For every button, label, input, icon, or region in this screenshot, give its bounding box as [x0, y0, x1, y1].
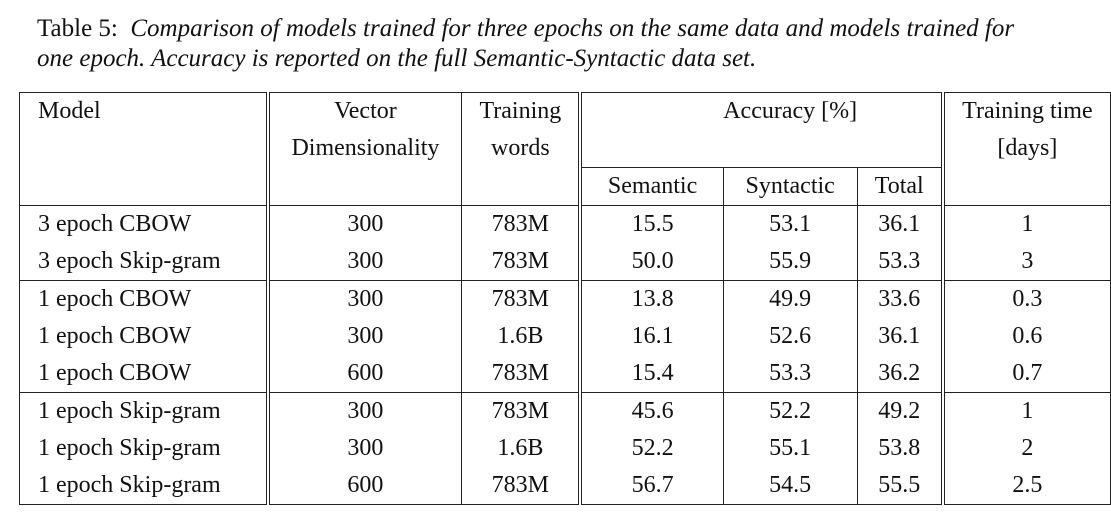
- table-row: 1 epoch Skip-gram 300 1.6B 52.2 55.1 53.…: [18, 430, 1111, 467]
- table-row: 1 epoch Skip-gram 300 783M 45.6 52.2 49.…: [18, 392, 1111, 430]
- cell-time: 1: [942, 392, 1111, 430]
- table-caption: Table 5: Comparison of models trained fo…: [37, 14, 1087, 74]
- cell-syntactic: 53.1: [723, 205, 858, 243]
- header-time-1: Training time: [942, 92, 1111, 130]
- cell-semantic: 52.2: [580, 430, 724, 467]
- cell-syntactic: 52.6: [723, 318, 858, 355]
- cell-semantic: 16.1: [580, 318, 724, 355]
- cell-semantic: 15.5: [580, 205, 724, 243]
- cell-semantic: 45.6: [580, 392, 724, 430]
- header-model: Model: [18, 92, 270, 130]
- header-accuracy: Accuracy [%]: [723, 92, 858, 130]
- header-time-2: [days]: [942, 130, 1111, 168]
- cell-words: 783M: [461, 392, 583, 430]
- table-row: 1 epoch CBOW 600 783M 15.4 53.3 36.2 0.7: [18, 355, 1111, 393]
- cell-model: 1 epoch CBOW: [18, 318, 270, 355]
- table-row: 3 epoch Skip-gram 300 783M 50.0 55.9 53.…: [18, 243, 1111, 281]
- cell-dim: 300: [267, 280, 463, 318]
- header-row-2: Dimensionality words [days]: [18, 130, 1111, 168]
- header-empty: [18, 167, 270, 206]
- cell-total: 36.2: [857, 355, 945, 393]
- cell-model: 1 epoch Skip-gram: [18, 430, 270, 467]
- cell-dim: 300: [267, 318, 463, 355]
- header-empty: [18, 130, 270, 168]
- header-empty: [267, 167, 463, 206]
- cell-dim: 600: [267, 355, 463, 393]
- cell-words: 783M: [461, 280, 583, 318]
- cell-syntactic: 52.2: [723, 392, 858, 430]
- cell-total: 36.1: [857, 205, 945, 243]
- cell-words: 783M: [461, 467, 583, 505]
- caption-text-line1: Comparison of models trained for three e…: [130, 15, 1015, 42]
- caption-text-line2: one epoch. Accuracy is reported on the f…: [37, 45, 757, 72]
- cell-total: 53.8: [857, 430, 945, 467]
- cell-total: 36.1: [857, 318, 945, 355]
- caption-label: Table 5:: [37, 15, 118, 42]
- header-row-1: Model Vector Training Accuracy [%] Train…: [18, 92, 1111, 130]
- header-empty: [723, 130, 857, 168]
- cell-model: 1 epoch CBOW: [18, 280, 270, 318]
- cell-dim: 300: [267, 243, 463, 281]
- cell-time: 1: [942, 205, 1111, 243]
- header-training-1: Training: [461, 92, 583, 130]
- header-accuracy-right: [857, 92, 945, 130]
- table-row: 1 epoch CBOW 300 783M 13.8 49.9 33.6 0.3: [18, 280, 1111, 318]
- table-row: 3 epoch CBOW 300 783M 15.5 53.1 36.1 1: [18, 205, 1111, 243]
- cell-dim: 300: [267, 392, 463, 430]
- header-empty: [580, 130, 723, 168]
- cell-words: 1.6B: [461, 430, 583, 467]
- cell-time: 3: [942, 243, 1111, 281]
- cell-semantic: 15.4: [580, 355, 724, 393]
- cell-time: 2: [942, 430, 1111, 467]
- cell-syntactic: 53.3: [723, 355, 858, 393]
- header-empty: [857, 130, 945, 168]
- results-table: Model Vector Training Accuracy [%] Train…: [18, 92, 1111, 505]
- cell-time: 0.6: [942, 318, 1111, 355]
- cell-dim: 300: [267, 205, 463, 243]
- cell-model: 3 epoch Skip-gram: [18, 243, 270, 281]
- cell-dim: 600: [267, 467, 463, 505]
- cell-semantic: 50.0: [580, 243, 724, 281]
- cell-model: 1 epoch Skip-gram: [18, 392, 270, 430]
- header-training-2: words: [461, 130, 583, 168]
- header-row-3: Semantic Syntactic Total: [18, 167, 1111, 206]
- header-empty: [461, 167, 583, 206]
- cell-syntactic: 49.9: [723, 280, 858, 318]
- cell-total: 55.5: [857, 467, 945, 505]
- cell-semantic: 13.8: [580, 280, 724, 318]
- cell-time: 0.7: [942, 355, 1111, 393]
- cell-words: 783M: [461, 355, 583, 393]
- header-vector-1: Vector: [267, 92, 463, 130]
- header-semantic: Semantic: [580, 167, 724, 206]
- table-row: 1 epoch Skip-gram 600 783M 56.7 54.5 55.…: [18, 467, 1111, 505]
- cell-total: 53.3: [857, 243, 945, 281]
- cell-total: 49.2: [857, 392, 945, 430]
- header-total: Total: [857, 167, 945, 206]
- cell-words: 783M: [461, 243, 583, 281]
- cell-semantic: 56.7: [580, 467, 724, 505]
- cell-words: 1.6B: [461, 318, 583, 355]
- table-row: 1 epoch CBOW 300 1.6B 16.1 52.6 36.1 0.6: [18, 318, 1111, 355]
- cell-time: 0.3: [942, 280, 1111, 318]
- cell-dim: 300: [267, 430, 463, 467]
- cell-time: 2.5: [942, 467, 1111, 505]
- cell-model: 1 epoch Skip-gram: [18, 467, 270, 505]
- header-vector-2: Dimensionality: [267, 130, 463, 168]
- cell-model: 1 epoch CBOW: [18, 355, 270, 393]
- cell-model: 3 epoch CBOW: [18, 205, 270, 243]
- cell-total: 33.6: [857, 280, 945, 318]
- cell-syntactic: 55.1: [723, 430, 858, 467]
- header-empty: [942, 167, 1111, 206]
- cell-syntactic: 54.5: [723, 467, 858, 505]
- cell-words: 783M: [461, 205, 583, 243]
- cell-syntactic: 55.9: [723, 243, 858, 281]
- header-syntactic: Syntactic: [723, 167, 858, 206]
- header-accuracy-left: [580, 92, 724, 130]
